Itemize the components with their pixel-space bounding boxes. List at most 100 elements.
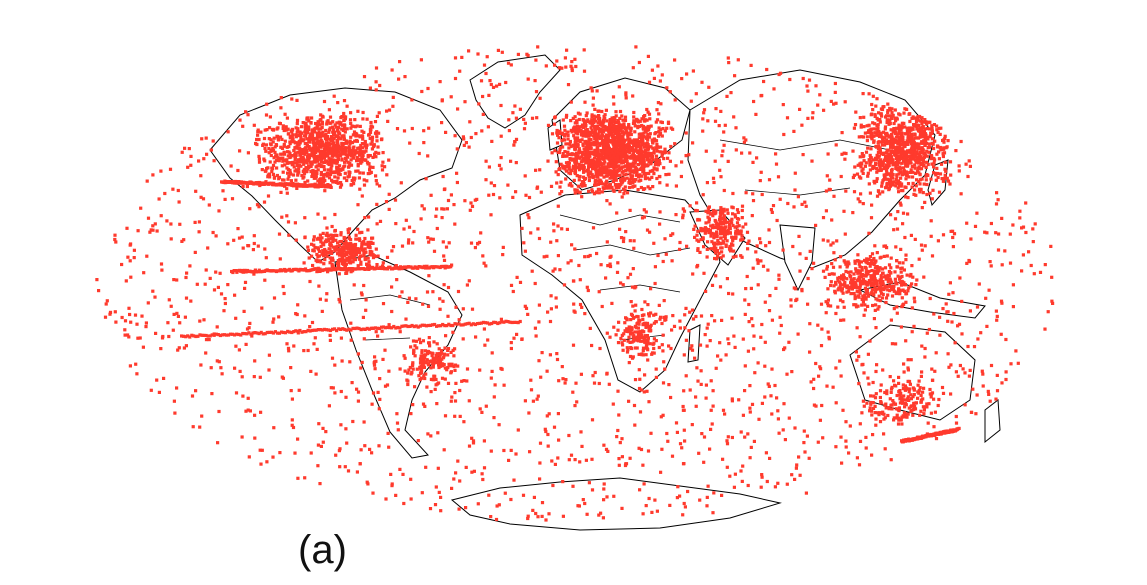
- observation-point: [328, 333, 332, 337]
- observation-point: [734, 148, 738, 152]
- observation-point: [329, 170, 333, 174]
- observation-point: [720, 493, 724, 497]
- observation-point: [663, 147, 667, 151]
- observation-point: [964, 162, 968, 166]
- observation-point: [452, 203, 456, 207]
- observation-point: [320, 120, 324, 124]
- observation-point: [682, 389, 686, 393]
- observation-point: [334, 453, 338, 457]
- observation-point: [905, 129, 909, 133]
- observation-point: [247, 326, 251, 330]
- observation-point: [894, 130, 898, 134]
- observation-point: [343, 146, 347, 150]
- observation-point: [663, 367, 667, 371]
- observation-point: [308, 148, 312, 152]
- observation-point: [123, 319, 128, 323]
- observation-point: [155, 229, 159, 233]
- observation-point: [451, 330, 455, 334]
- observation-point: [573, 157, 577, 161]
- observation-point: [554, 170, 558, 174]
- observation-point: [540, 514, 544, 518]
- observation-point: [591, 130, 595, 134]
- observation-point: [316, 120, 320, 124]
- observation-point: [546, 444, 550, 448]
- observation-point: [103, 315, 108, 319]
- observation-point: [120, 315, 124, 320]
- observation-point: [256, 130, 260, 134]
- observation-point: [597, 109, 601, 113]
- observation-point: [598, 123, 602, 127]
- observation-point: [587, 481, 591, 485]
- observation-point: [595, 251, 599, 256]
- observation-point: [479, 231, 483, 235]
- observation-point: [577, 166, 581, 170]
- observation-point: [574, 154, 578, 158]
- observation-point: [708, 339, 712, 343]
- observation-point: [875, 170, 879, 174]
- observation-point: [919, 134, 923, 138]
- observation-point: [628, 168, 632, 172]
- observation-point: [595, 175, 599, 179]
- observation-point: [321, 134, 325, 138]
- observation-point: [306, 131, 310, 135]
- observation-point: [507, 118, 511, 122]
- observation-point: [245, 184, 249, 189]
- observation-point: [949, 173, 953, 177]
- observation-point: [582, 175, 586, 179]
- observation-point: [574, 165, 578, 169]
- observation-point: [924, 174, 928, 178]
- greenland-landmass: [469, 54, 561, 129]
- observation-point: [804, 204, 808, 208]
- observation-point: [636, 175, 641, 179]
- observation-point: [627, 361, 631, 365]
- observation-point: [1000, 301, 1004, 305]
- observation-point: [615, 124, 619, 128]
- observation-point: [299, 125, 304, 129]
- observation-point: [721, 149, 725, 153]
- observation-point: [668, 503, 672, 507]
- observation-point: [113, 233, 117, 237]
- observation-point: [324, 159, 328, 163]
- observation-point: [881, 282, 885, 286]
- observation-point: [480, 129, 484, 133]
- observation-point: [105, 299, 109, 303]
- observation-point: [794, 466, 798, 470]
- observation-point: [282, 143, 286, 147]
- observation-point: [151, 173, 155, 177]
- observation-point: [725, 442, 730, 446]
- observation-point: [471, 439, 476, 443]
- observation-point: [264, 113, 269, 117]
- observation-point: [882, 167, 886, 171]
- observation-point: [628, 272, 633, 276]
- observation-point: [707, 85, 711, 89]
- observation-point: [347, 149, 351, 153]
- observation-point: [410, 126, 414, 131]
- observation-point: [601, 118, 606, 122]
- observation-point: [931, 142, 935, 146]
- observation-point: [714, 274, 718, 278]
- observation-point: [553, 462, 557, 466]
- observation-point: [580, 155, 584, 159]
- observation-point: [191, 425, 195, 429]
- observation-point: [593, 162, 597, 166]
- observation-point: [476, 242, 480, 246]
- observation-point: [661, 150, 665, 154]
- observation-point: [453, 76, 458, 81]
- observation-point: [657, 134, 661, 138]
- observation-point: [941, 391, 946, 395]
- observation-point: [267, 151, 271, 155]
- observation-point: [619, 123, 623, 127]
- observation-point: [643, 114, 647, 118]
- observation-point: [518, 280, 523, 284]
- observation-point: [375, 135, 379, 139]
- observation-point: [906, 358, 910, 362]
- observation-point: [423, 404, 427, 408]
- observation-point: [223, 301, 227, 306]
- observation-point: [721, 408, 726, 412]
- observation-point: [949, 363, 953, 367]
- observation-point: [632, 246, 636, 250]
- observation-point: [745, 274, 749, 279]
- observation-point: [264, 256, 268, 260]
- observation-point: [592, 192, 597, 196]
- observation-point: [559, 162, 563, 166]
